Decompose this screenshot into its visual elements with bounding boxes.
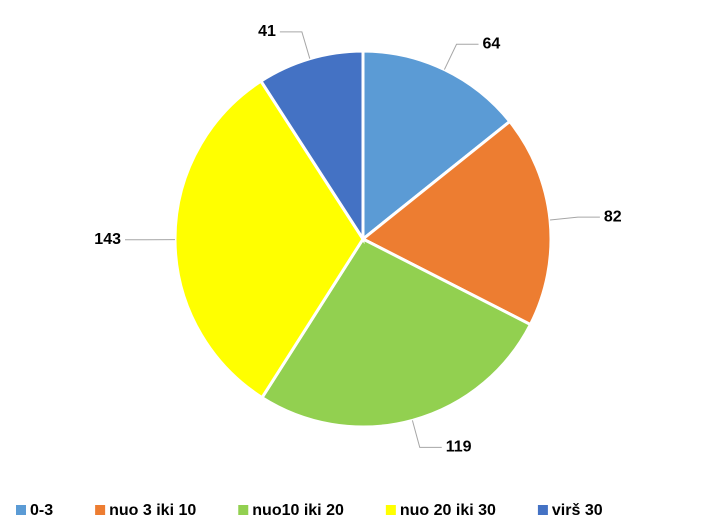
data-label: 64 xyxy=(483,36,501,53)
legend-label: nuo 3 iki 10 xyxy=(109,502,196,519)
legend-swatch xyxy=(95,505,106,515)
leader-line xyxy=(443,43,479,70)
legend-swatch xyxy=(238,505,249,515)
legend-swatch xyxy=(537,505,548,515)
data-label: 41 xyxy=(258,23,276,40)
pie-slice xyxy=(361,49,512,243)
legend-swatch xyxy=(385,505,396,515)
legend-label: nuo 20 iki 30 xyxy=(400,502,496,519)
leader-line xyxy=(549,216,600,221)
legend-label: 0-3 xyxy=(30,502,53,519)
data-label: 119 xyxy=(446,439,472,456)
leader-line xyxy=(411,420,442,448)
legend-label: nuo10 iki 20 xyxy=(252,502,344,519)
legend-swatch xyxy=(16,505,26,515)
data-label: 82 xyxy=(604,208,622,225)
leader-line xyxy=(279,31,311,59)
pie-slice xyxy=(360,119,553,327)
pie-slice xyxy=(173,79,365,400)
data-label: 143 xyxy=(94,231,121,248)
legend-label: virš 30 xyxy=(552,502,603,519)
